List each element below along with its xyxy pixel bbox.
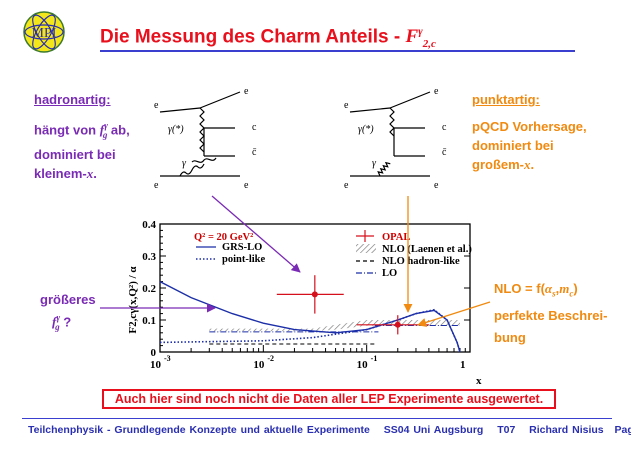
question-line1: größeres: [40, 292, 96, 307]
hadronic-line3: kleinem-x.: [34, 165, 97, 181]
legend-label: NLO hadron-like: [382, 256, 460, 267]
diagram-pointlike: [349, 91, 431, 177]
footer-course: Teilchenphysik - Grundlegende Konzepte u…: [28, 424, 370, 436]
nlo-line1: NLO = f(αs,mc): [494, 281, 578, 299]
footer-code: T07: [497, 424, 516, 436]
footer-term: SS04 Uni Augsburg: [383, 424, 484, 436]
legend-label: OPAL: [382, 232, 410, 243]
left-cbar: c̄: [252, 147, 257, 158]
left-e-in: e: [154, 100, 159, 111]
footer-rule: [22, 418, 612, 419]
y-tick-label: 0.4: [142, 219, 156, 231]
legend-label: GRS-LO: [222, 242, 262, 253]
pointlike-line1: pQCD Vorhersage,: [472, 119, 587, 134]
y-tick-label: 0.1: [142, 315, 156, 327]
pointlike-line2: dominiert bei: [472, 138, 554, 153]
right-e-out: e: [434, 86, 439, 97]
legend-label: point-like: [222, 254, 266, 265]
opal-point: [311, 291, 318, 298]
x-tick-label: 10: [357, 359, 369, 371]
page-title: Die Messung des Charm Anteils - Fγ2,c: [100, 26, 436, 50]
hadronic-note: hadronartig: hängt von fγg ab, dominiert…: [34, 90, 130, 183]
chart-q2-label: Q² = 20 GeV²: [194, 232, 253, 243]
right-e-bl: e: [344, 180, 349, 191]
x-tick-exponent: -1: [371, 354, 378, 363]
pointlike-note: punktartig: pQCD Vorhersage, dominiert b…: [472, 90, 587, 174]
x-tick-exponent: -2: [267, 354, 274, 363]
legend-label: LO: [382, 268, 397, 279]
footer-author: Richard Nisius: [529, 424, 604, 436]
x-tick-exponent: -3: [164, 354, 171, 363]
arrow-hadronlike: [211, 195, 301, 273]
boxed-note: Auch hier sind noch nicht die Daten alle…: [102, 389, 556, 409]
title-rule: [100, 50, 575, 52]
arrow-nlo: [417, 301, 491, 327]
footer: Teilchenphysik - Grundlegende Konzepte u…: [28, 424, 631, 436]
y-tick-label: 0.3: [142, 251, 156, 263]
pointlike-line3: großem-x.: [472, 157, 535, 172]
pointlike-heading: punktartig:: [472, 92, 540, 107]
left-e-br: e: [244, 180, 249, 191]
right-cbar: c̄: [442, 147, 447, 158]
diagram-hadronlike: [159, 91, 241, 177]
left-e-bl: e: [154, 180, 159, 191]
y-tick-label: 0: [151, 347, 157, 359]
right-c: c: [442, 122, 447, 133]
left-e-out: e: [244, 86, 249, 97]
y-tick-label: 0.2: [142, 283, 156, 295]
x-tick-label: 1: [460, 359, 466, 371]
structure-function-chart: 00.10.20.30.410-310-210-11 F2,cγ(x,Q²) /…: [127, 219, 482, 387]
nlo-line2: perfekte Beschrei-: [494, 307, 608, 323]
left-photon-virtual: γ(*): [168, 124, 184, 135]
x-tick-label: 10: [150, 359, 162, 371]
feynman-diagrams: e e γ(*) γ c c̄ e e e e γ(*) γ c c̄ e e: [154, 86, 447, 191]
chart-xlabel: x: [476, 375, 482, 387]
opal-point: [394, 321, 401, 328]
question-line2: fγg ?: [52, 313, 72, 332]
right-e-br: e: [434, 180, 439, 191]
hadronic-line1: hängt von fγg ab,: [34, 121, 130, 140]
left-photon: γ: [182, 158, 187, 169]
hadronic-heading: hadronartig:: [34, 92, 111, 107]
mpi-logo: MPI: [22, 10, 66, 54]
footer-page: Page 25: [614, 424, 631, 436]
point-like-line: [159, 308, 461, 353]
left-c: c: [252, 122, 257, 133]
right-photon-virtual: γ(*): [358, 124, 374, 135]
nlo-note: NLO = f(αs,mc) perfekte Beschrei- bung: [494, 278, 607, 349]
larger-fg-question: größeres fγg ?: [40, 290, 96, 337]
legend-swatch: [356, 244, 376, 253]
right-e-in: e: [344, 100, 349, 111]
logo-text: MPI: [32, 26, 57, 41]
chart-ylabel: F2,cγ(x,Q²) / α: [127, 266, 139, 334]
nlo-line3: bung: [494, 329, 526, 345]
title-text: Die Messung des Charm Anteils -: [100, 26, 406, 48]
right-photon: γ: [372, 158, 377, 169]
legend-label: NLO (Laenen et al.): [382, 244, 472, 255]
title-symbol: Fγ2,c: [405, 26, 436, 51]
hadronic-line2: dominiert bei: [34, 146, 116, 162]
x-tick-label: 10: [253, 359, 264, 371]
